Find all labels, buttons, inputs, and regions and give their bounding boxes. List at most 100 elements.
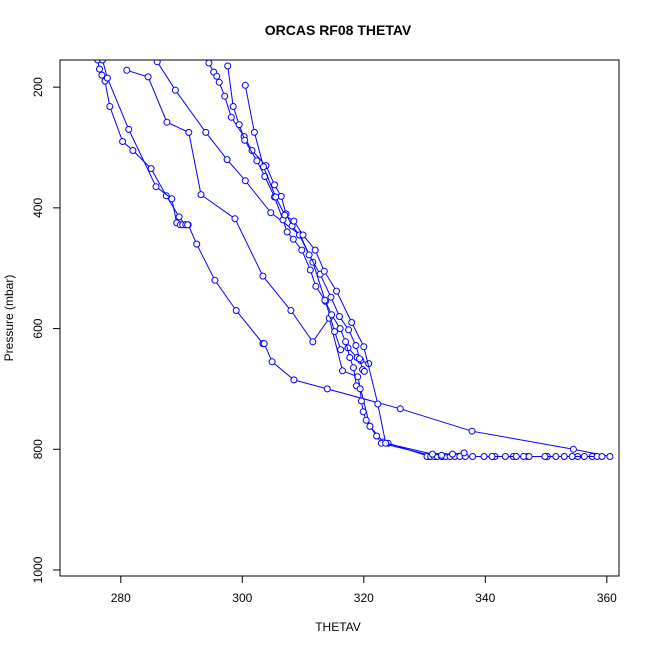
data-point xyxy=(337,346,345,354)
data-point xyxy=(106,103,114,110)
data-point xyxy=(287,307,295,314)
data-point xyxy=(396,405,404,413)
data-point xyxy=(327,293,335,301)
data-point xyxy=(184,221,192,229)
data-point xyxy=(541,453,549,460)
y-axis-label: Pressure (mbar) xyxy=(2,275,16,362)
data-point xyxy=(241,177,249,185)
x-tick-label: 340 xyxy=(475,591,495,605)
data-point xyxy=(606,453,614,460)
data-point xyxy=(356,385,364,393)
x-axis-label: THETAV xyxy=(315,620,361,634)
data-point xyxy=(260,163,267,171)
data-point xyxy=(321,296,329,304)
data-point xyxy=(227,113,235,121)
data-point xyxy=(359,408,367,416)
series-7 xyxy=(241,81,582,460)
data-point xyxy=(336,325,344,333)
series-line xyxy=(126,69,528,457)
data-point xyxy=(598,453,606,460)
data-point xyxy=(449,450,456,458)
chart-title: ORCAS RF08 THETAV xyxy=(265,22,412,38)
data-point xyxy=(356,355,364,363)
data-point xyxy=(438,451,446,459)
data-point xyxy=(373,432,381,440)
data-point xyxy=(260,340,268,348)
data-point xyxy=(501,453,509,460)
data-point xyxy=(360,367,368,375)
data-point xyxy=(480,453,488,460)
data-point xyxy=(250,128,258,136)
data-point xyxy=(309,338,317,346)
data-point xyxy=(221,92,229,100)
data-point xyxy=(215,78,223,86)
data-point xyxy=(223,156,231,164)
plot-area xyxy=(59,59,620,577)
data-point xyxy=(580,453,588,460)
data-point xyxy=(289,235,297,243)
data-point xyxy=(171,86,179,94)
data-point xyxy=(352,342,360,349)
data-point xyxy=(152,183,160,191)
data-point xyxy=(382,439,390,447)
data-point xyxy=(305,251,313,259)
x-tick-label: 300 xyxy=(232,591,252,605)
data-point xyxy=(147,165,155,173)
series-1 xyxy=(94,60,614,460)
data-point xyxy=(328,311,336,319)
x-tick-label: 280 xyxy=(111,591,131,605)
data-point xyxy=(119,138,127,145)
data-point xyxy=(213,72,221,80)
data-point xyxy=(123,66,131,74)
data-point xyxy=(568,453,576,460)
data-point xyxy=(232,307,240,314)
data-point xyxy=(224,62,232,70)
data-point xyxy=(374,400,382,408)
data-point xyxy=(144,73,152,81)
series-4 xyxy=(153,60,373,368)
data-point xyxy=(488,453,496,460)
data-point xyxy=(552,453,560,460)
y-tick-label: 800 xyxy=(31,439,45,459)
data-point xyxy=(345,326,353,334)
data-point xyxy=(202,128,210,136)
data-point xyxy=(357,397,365,405)
data-point xyxy=(323,385,331,393)
data-point xyxy=(129,147,137,154)
data-point xyxy=(299,231,307,239)
data-point xyxy=(560,453,568,460)
data-point xyxy=(290,376,298,384)
data-point xyxy=(312,282,320,290)
data-point xyxy=(469,453,477,460)
series-line xyxy=(97,60,610,457)
data-point xyxy=(306,266,314,274)
y-axis: 200 400 600 800 1000 xyxy=(31,77,61,583)
data-point xyxy=(103,74,111,82)
data-point xyxy=(429,450,436,458)
y-tick-label: 1000 xyxy=(31,556,45,583)
series-line xyxy=(244,85,578,457)
data-point xyxy=(468,427,476,435)
data-point xyxy=(569,445,577,453)
data-point xyxy=(512,453,520,460)
data-point xyxy=(153,60,161,66)
y-tick-label: 400 xyxy=(31,198,45,218)
data-point xyxy=(98,71,106,79)
data-point xyxy=(175,213,183,221)
data-point xyxy=(197,191,205,199)
data-point xyxy=(311,246,319,254)
data-point xyxy=(336,313,343,320)
data-point xyxy=(525,453,533,460)
data-point xyxy=(281,211,289,219)
data-point xyxy=(259,272,267,280)
data-point xyxy=(298,246,306,254)
series-6 xyxy=(224,62,596,460)
series-line xyxy=(432,452,465,456)
data-point xyxy=(271,181,278,189)
data-point xyxy=(235,121,243,129)
data-point xyxy=(99,60,106,64)
y-tick-label: 200 xyxy=(31,77,45,97)
data-point xyxy=(241,81,249,89)
data-point xyxy=(193,240,201,248)
